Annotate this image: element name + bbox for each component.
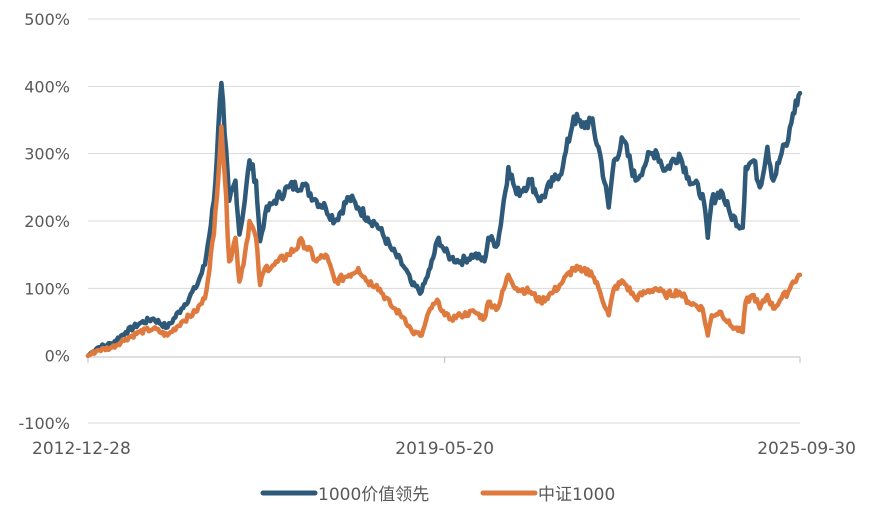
y-tick-label: 0% xyxy=(45,347,70,366)
axes: 500% 400% 300% 200% 100% 0% -100% 2012-12-28 201… xyxy=(18,10,856,459)
series-lines xyxy=(85,80,803,358)
x-tick-label: 2025-09-30 xyxy=(757,439,856,459)
x-tick-label: 2019-05-20 xyxy=(395,439,494,459)
legend-label: 1000价值领先 xyxy=(318,485,429,505)
y-tick-label: 200% xyxy=(24,212,70,231)
gridlines xyxy=(88,18,800,424)
y-tick-label: 400% xyxy=(24,77,70,96)
series-line-2 xyxy=(85,124,803,358)
series-line-1 xyxy=(85,80,803,358)
y-tick-label: -100% xyxy=(18,414,70,433)
legend: 1000价值领先 中证1000 xyxy=(260,485,615,505)
y-tick-label: 500% xyxy=(24,10,70,29)
y-tick-label: 300% xyxy=(24,145,70,164)
y-tick-label: 100% xyxy=(24,279,70,298)
x-tick-label: 2012-12-28 xyxy=(32,439,131,459)
legend-label: 中证1000 xyxy=(538,485,615,505)
